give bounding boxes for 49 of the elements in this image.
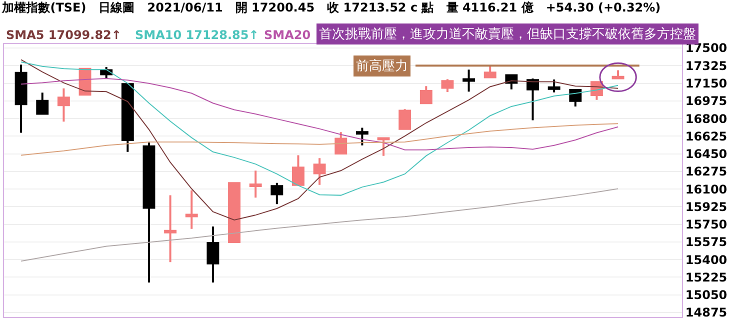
text: 首次挑戰前壓，進攻力道不敵賣壓，但缺口支撐不破依舊多方控盤	[319, 26, 696, 42]
candlestick	[270, 182, 284, 206]
candlestick	[185, 189, 198, 230]
y-tick-label: 15750	[685, 218, 728, 232]
candlestick	[206, 226, 220, 284]
y-tick-label: 16625	[685, 129, 728, 144]
candlestick	[612, 69, 624, 80]
y-tick-label: 16275	[685, 164, 728, 179]
candlestick	[484, 65, 496, 78]
line-series	[20, 123, 619, 156]
candlestick	[121, 83, 134, 153]
chart-title: 加權指數(TSE) 日線圖 2021/06/11 開 17200.45 收 17213.52 c 點 量 4116.21 億 +54.30 (+0.32%)	[1, 0, 661, 15]
candlestick	[249, 170, 262, 199]
candlestick	[377, 136, 390, 157]
line-series	[20, 78, 619, 150]
y-tick-label: 16100	[685, 182, 728, 196]
candlestick	[569, 89, 582, 108]
text: SMA10 17128.85↑	[135, 28, 259, 42]
candlestick	[548, 78, 560, 94]
y-tick-label: 17150	[685, 76, 728, 90]
candlestick	[142, 142, 156, 284]
candlestick	[462, 68, 476, 93]
series-label: SMA5 17099.82↑	[6, 28, 122, 42]
candlestick	[313, 157, 326, 186]
y-tick-label: 15400	[685, 252, 728, 267]
y-tick-label: 16450	[685, 147, 728, 161]
y-tick-label: 14875	[685, 306, 728, 320]
candlestick	[441, 78, 454, 94]
candlestick	[292, 154, 304, 186]
candlestick	[14, 64, 28, 134]
y-tick-label: 15225	[685, 270, 728, 284]
candlestick	[57, 87, 70, 123]
candlestick	[334, 131, 348, 154]
candlestick	[398, 108, 412, 130]
line-series	[20, 188, 619, 262]
y-tick-label: 15925	[685, 200, 728, 214]
candlestick	[164, 194, 177, 264]
y-tick-label: 16975	[685, 94, 728, 108]
ref-line-label: 前高壓力	[356, 58, 408, 74]
y-tick-label: 16800	[685, 112, 728, 126]
y-tick-label: 15050	[685, 288, 728, 302]
text: SMA20	[264, 28, 311, 42]
candlestick	[420, 85, 432, 106]
candlestick	[526, 77, 539, 122]
candlestick	[356, 126, 368, 146]
y-tick-label: 17325	[685, 58, 728, 73]
candlestick	[228, 181, 240, 244]
y-tick-label: 15575	[685, 235, 728, 250]
candlestick	[36, 92, 49, 115]
